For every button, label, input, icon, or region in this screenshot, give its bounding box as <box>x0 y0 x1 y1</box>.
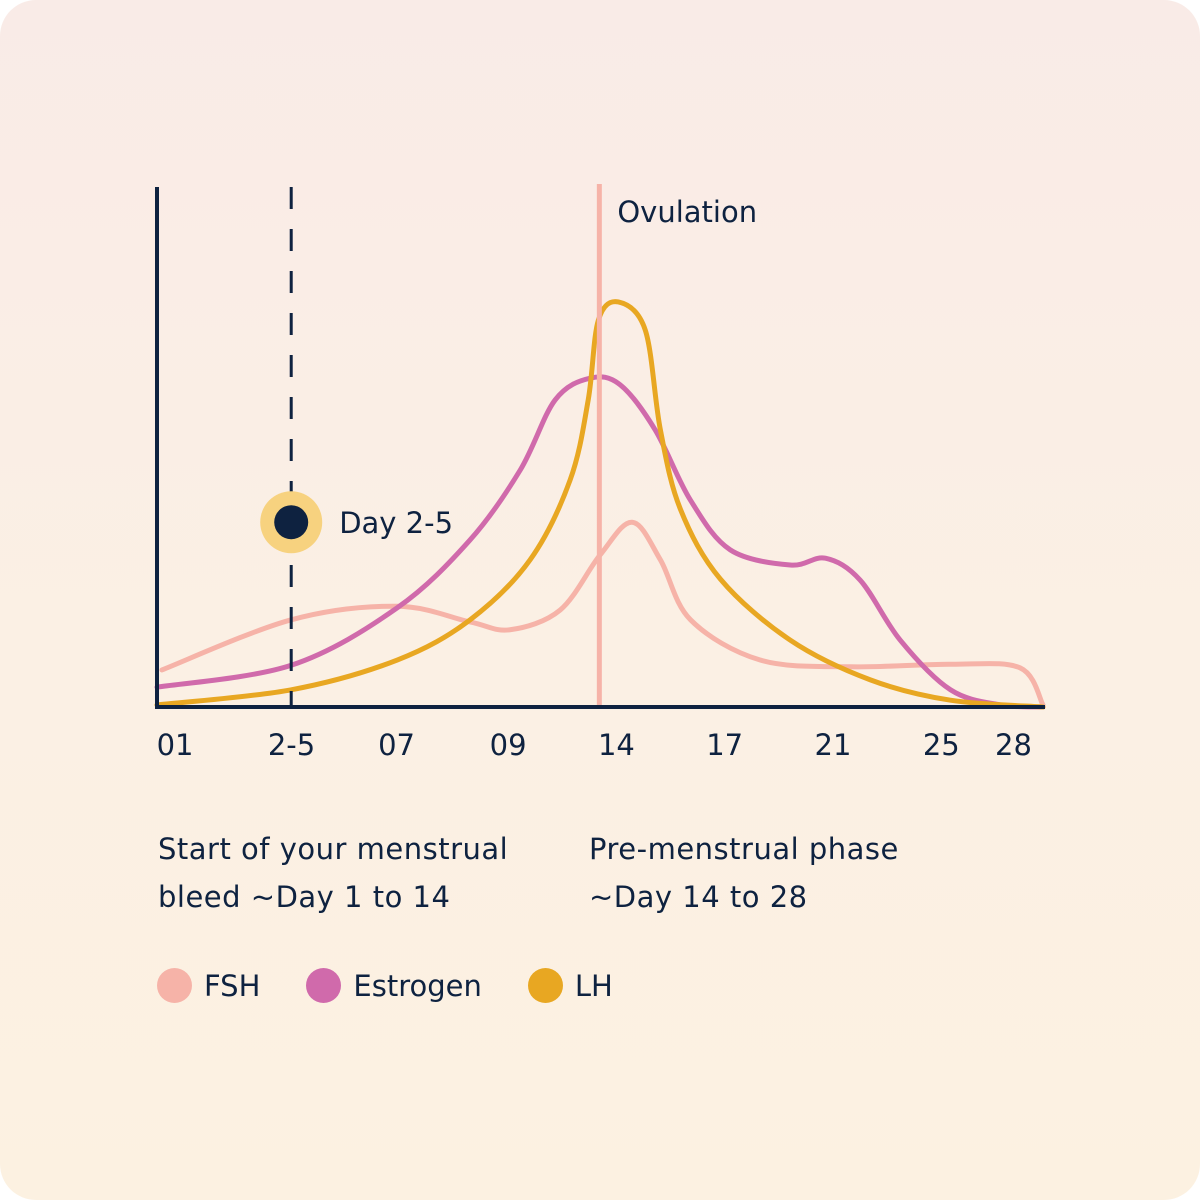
x-tick-label: 2-5 <box>268 728 315 762</box>
x-tick-label: 21 <box>815 728 852 762</box>
phase-line: ~Day 14 to 28 <box>589 880 808 914</box>
series-layer <box>154 299 1046 710</box>
x-tick-labels: 01 2-5 07 09 14 17 21 25 28 <box>157 728 1032 762</box>
x-tick-label: 25 <box>923 728 960 762</box>
phase-line: Pre-menstrual phase <box>589 832 899 866</box>
day-marker-dot <box>274 505 309 540</box>
x-tick-label: 07 <box>378 728 415 762</box>
series-line-estrogen <box>154 374 1046 710</box>
phase-line: bleed ~Day 1 to 14 <box>158 880 451 914</box>
legend-item-fsh: FSH <box>157 968 260 1003</box>
series-line-lh <box>154 299 1046 710</box>
day-marker-label: Day 2-5 <box>339 506 453 540</box>
legend-swatch-icon <box>527 968 563 1003</box>
legend-swatch-icon <box>306 968 342 1003</box>
legend-swatch-icon <box>157 968 192 1003</box>
phase-line: Start of your menstrual <box>158 832 509 866</box>
legend-item-lh: LH <box>527 968 613 1003</box>
x-tick-label: 17 <box>706 728 743 762</box>
legend-label: Estrogen <box>353 968 482 1003</box>
phase-follicular: Start of your menstrual bleed ~Day 1 to … <box>158 825 508 921</box>
legend-label: FSH <box>204 968 261 1003</box>
x-tick-label: 01 <box>157 728 194 762</box>
legend-item-estrogen: Estrogen <box>306 968 482 1003</box>
legend: FSH Estrogen LH <box>157 968 613 1003</box>
x-tick-label: 09 <box>490 728 527 762</box>
phase-premenstrual: Pre-menstrual phase ~Day 14 to 28 <box>589 825 899 921</box>
ovulation-label: Ovulation <box>617 195 757 229</box>
x-tick-label: 28 <box>995 728 1032 762</box>
legend-label: LH <box>574 968 613 1003</box>
x-tick-label: 14 <box>598 728 635 762</box>
